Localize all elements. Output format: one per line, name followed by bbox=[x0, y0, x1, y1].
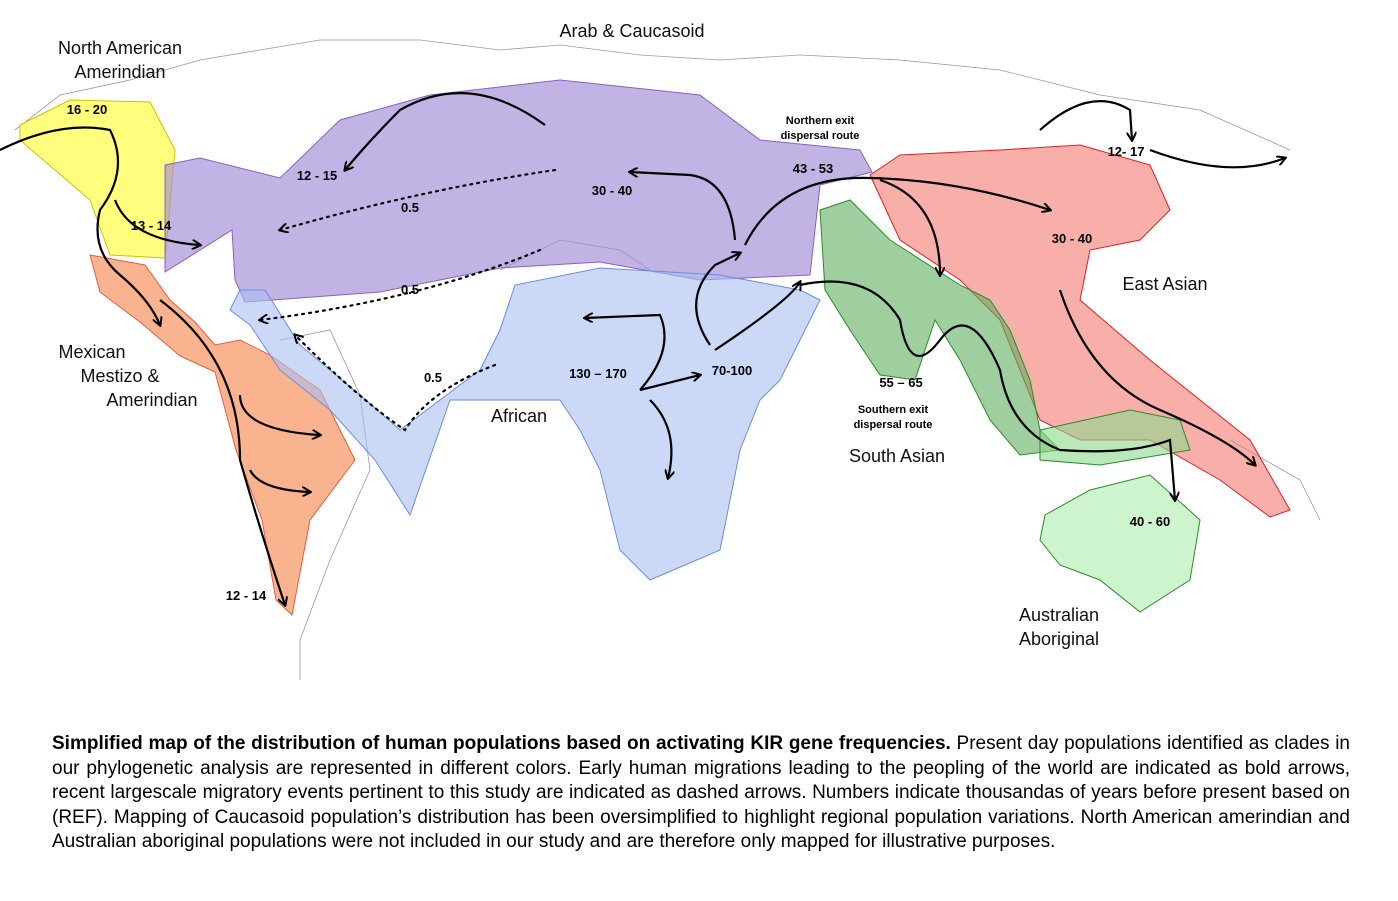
date-label: 13 - 14 bbox=[131, 218, 172, 233]
migration-arrows bbox=[0, 92, 1285, 605]
region-mexican-south-american bbox=[89, 254, 356, 616]
caption-bold: Simplified map of the distribution of hu… bbox=[52, 733, 951, 754]
population-regions bbox=[19, 79, 1291, 616]
date-label: 12 - 15 bbox=[297, 168, 337, 183]
region-label: East Asian bbox=[1122, 274, 1207, 294]
region-australian bbox=[1039, 474, 1201, 613]
date-label: 30 - 40 bbox=[592, 183, 632, 198]
date-label: 0.5 bbox=[424, 370, 442, 385]
region-label: Australian Aboriginal bbox=[1019, 605, 1099, 649]
date-label: 16 - 20 bbox=[67, 102, 107, 117]
date-label: 30 - 40 bbox=[1052, 231, 1092, 246]
date-label: 43 - 53 bbox=[793, 161, 833, 176]
region-labels: North American Amerindian Arab & Caucasoi… bbox=[58, 21, 1208, 649]
region-label: South Asian bbox=[849, 446, 945, 466]
region-caucasoid bbox=[164, 79, 873, 303]
date-labels: 16 - 20 13 - 14 12 - 15 0.5 0.5 0.5 30 -… bbox=[67, 102, 1170, 603]
region-label: North American Amerindian bbox=[58, 38, 182, 82]
caption: Simplified map of the distribution of hu… bbox=[52, 732, 1350, 855]
route-label: Northern exit dispersal route bbox=[781, 115, 860, 142]
map: North American Amerindian Arab & Caucasoi… bbox=[0, 21, 1321, 680]
route-label: Southern exit dispersal route bbox=[854, 404, 933, 431]
date-label: 55 – 65 bbox=[879, 375, 922, 390]
date-label: 12 - 14 bbox=[226, 588, 267, 603]
date-label: 12- 17 bbox=[1108, 144, 1145, 159]
region-label: African bbox=[491, 406, 547, 426]
caption-text: Present day populations identified as cl… bbox=[52, 733, 1350, 852]
region-label: Mexican Mestizo & Amerindian bbox=[58, 342, 197, 410]
date-label: 70-100 bbox=[712, 363, 752, 378]
route-labels: Northern exit dispersal route Southern ex… bbox=[781, 115, 933, 431]
date-label: 0.5 bbox=[401, 282, 419, 297]
date-label: 0.5 bbox=[401, 200, 419, 215]
region-african bbox=[229, 267, 821, 581]
date-label: 130 – 170 bbox=[569, 366, 627, 381]
date-label: 40 - 60 bbox=[1130, 514, 1170, 529]
region-label: Arab & Caucasoid bbox=[559, 21, 704, 41]
